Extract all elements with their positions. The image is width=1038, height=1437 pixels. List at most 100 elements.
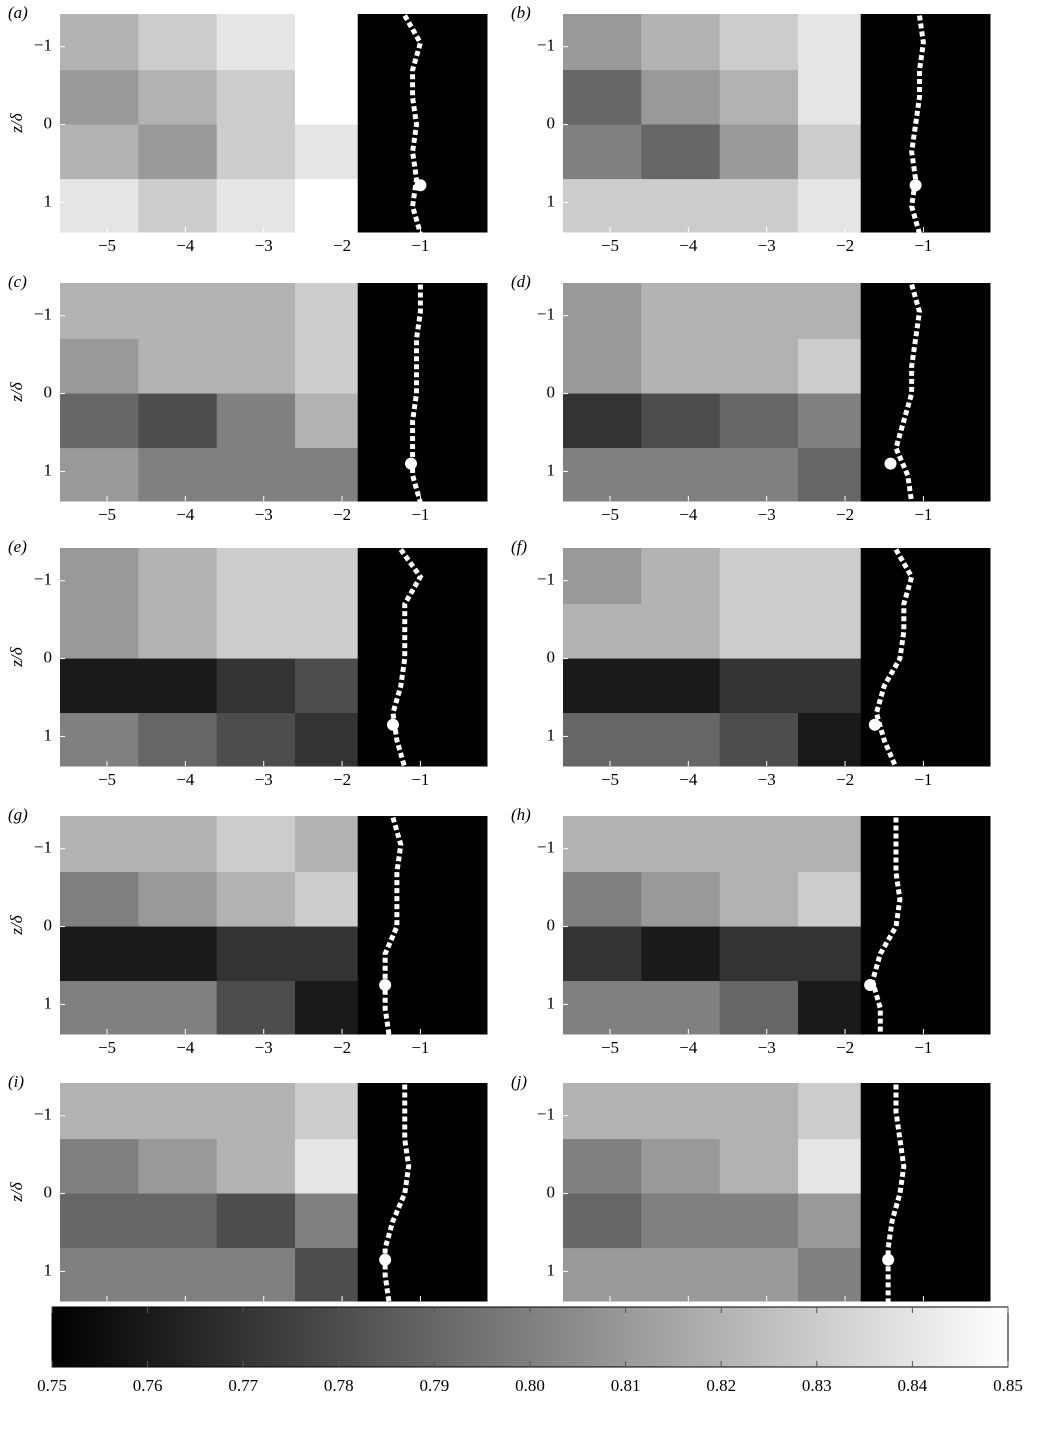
y-axis-label: z/δ [7,646,26,667]
heatmap-cell [563,548,642,605]
colorbar-tick-label: 0.85 [993,1376,1023,1395]
x-tick-label: −1 [914,770,932,789]
heatmap-cell [357,124,488,180]
heatmap-cell [860,816,991,873]
heatmap-cell [641,1193,721,1249]
x-tick-label: −2 [333,770,351,789]
heatmap-cell [138,816,218,873]
y-tick-label: 0 [44,915,53,934]
panel-label: (a) [8,3,28,22]
heatmap-cell [357,1139,488,1195]
heatmap-cell [138,1193,218,1249]
y-tick-label: 1 [547,460,556,479]
heatmap-cell [860,604,991,660]
heatmap-cell [641,926,721,982]
heatmap-cell [563,70,642,126]
heatmap-cell [798,339,862,395]
x-tick-label: −3 [255,770,273,789]
heatmap-cell [138,658,218,714]
panel-label: (d) [511,272,531,291]
heatmap-cell [216,70,296,126]
y-tick-label: 1 [44,725,53,744]
heatmap-cell [138,548,218,605]
heatmap-cell [357,981,488,1035]
x-tick-label: −2 [333,505,351,524]
heatmap-cell [860,981,991,1035]
heatmap-cell [798,981,862,1035]
heatmap-cell [563,1139,642,1195]
heatmap-cell [216,548,296,605]
heatmap-cell [295,872,359,928]
marker [909,179,922,192]
heatmap-cell [641,283,721,340]
heatmap-cell [138,981,218,1035]
x-tick-label: −5 [601,770,619,789]
heatmap-cell [860,872,991,928]
heatmap-cell [563,14,642,71]
heatmap-cell [138,926,218,982]
y-axis-label: z/δ [7,112,26,133]
x-tick-label: −1 [411,1038,429,1057]
heatmap-cell [295,179,359,233]
x-tick-label: −4 [679,505,698,524]
y-axis-label: z/δ [7,1181,26,1202]
heatmap-cell [641,1083,721,1140]
heatmap-cell [138,393,218,449]
heatmap-cell [563,981,642,1035]
x-tick-label: −1 [411,505,429,524]
heatmap-cell [357,872,488,928]
heatmap-cell [357,1248,488,1302]
y-tick-label: 0 [547,1182,556,1201]
x-tick-label: −3 [758,236,776,255]
heatmap-cell [641,1248,721,1302]
colorbar-tick-label: 0.77 [228,1376,258,1395]
heatmap-cell [860,393,991,449]
panel-label: (j) [511,1072,527,1091]
heatmap-cell [60,70,139,126]
x-tick-label: −5 [98,505,116,524]
heatmap-cell [719,339,799,395]
heatmap-cell [563,658,642,714]
heatmap-cell [641,816,721,873]
y-tick-label: −1 [34,570,52,589]
heatmap-cell [295,658,359,714]
heatmap-cell [357,393,488,449]
heatmap-cell [641,179,721,233]
colorbar-tick-label: 0.79 [420,1376,450,1395]
heatmap-cell [216,981,296,1035]
y-tick-label: 1 [547,725,556,744]
heatmap-cell [60,1083,139,1140]
marker [414,179,427,192]
heatmap-cell [719,926,799,982]
heatmap-cell [138,124,218,180]
panel-label: (e) [8,537,27,556]
heatmap-cell [295,1083,359,1140]
heatmap-cell [216,393,296,449]
heatmap-cell [641,339,721,395]
heatmap-cell [60,1248,139,1302]
heatmap-cell [719,1248,799,1302]
heatmap-cell [357,339,488,395]
y-tick-label: 1 [44,191,53,210]
heatmap-cell [216,658,296,714]
panel-label: (c) [8,272,27,291]
heatmap-cell [295,448,359,502]
y-tick-label: 0 [547,647,556,666]
heatmap-cell [60,713,139,767]
heatmap-cell [563,124,642,180]
heatmap-cell [295,14,359,71]
x-tick-label: −1 [411,236,429,255]
colorbar [51,1306,1009,1368]
x-tick-label: −5 [601,236,619,255]
heatmap-cell [563,713,642,767]
heatmap-cell [295,816,359,873]
heatmap-cell [357,448,488,502]
heatmap-cell [719,124,799,180]
interface-line [873,548,915,769]
x-tick-label: −4 [176,770,195,789]
heatmap-cell [60,548,139,605]
heatmap-cell [719,816,799,873]
x-tick-label: −2 [836,1038,854,1057]
x-tick-label: −4 [176,236,195,255]
heatmap-cell [295,1139,359,1195]
